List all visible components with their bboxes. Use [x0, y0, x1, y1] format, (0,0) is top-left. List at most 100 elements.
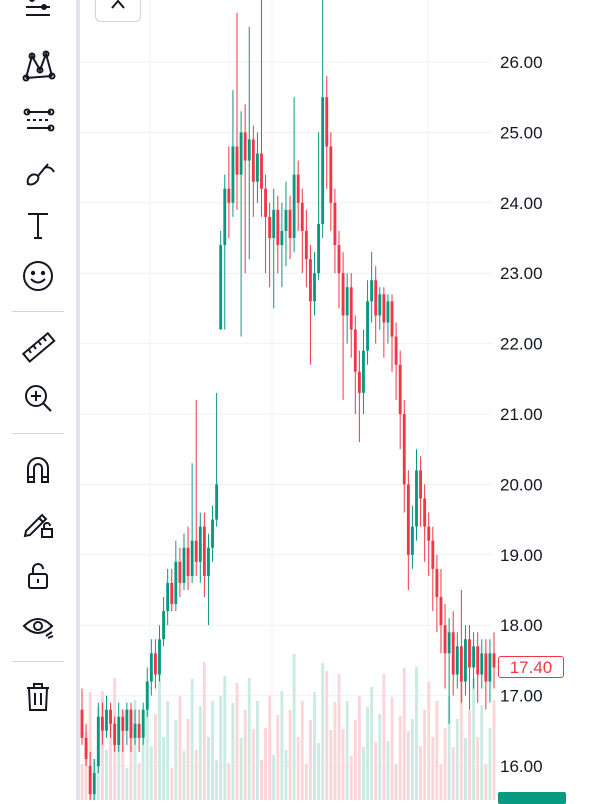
collapse-button[interactable] [95, 0, 141, 22]
candle [145, 681, 149, 710]
zoom-in-icon[interactable] [18, 378, 58, 418]
volume-bar [464, 738, 467, 800]
candle [374, 280, 378, 316]
candle [284, 209, 288, 231]
candle [321, 97, 325, 224]
candle [117, 716, 121, 745]
volume-bar [227, 763, 231, 800]
candle [476, 646, 480, 675]
volume-bar [158, 670, 161, 800]
candle [292, 174, 296, 238]
candle [288, 209, 292, 238]
candle [186, 547, 190, 576]
volume-bar [211, 701, 214, 800]
candle [468, 639, 471, 668]
volume-bar [357, 696, 361, 800]
candle [313, 273, 316, 302]
volume-bar [239, 738, 243, 800]
volume-bar [178, 696, 182, 800]
lines-tool-icon[interactable] [18, 0, 58, 31]
candle [415, 470, 418, 527]
chevron-up-icon [109, 0, 127, 15]
candle [264, 188, 267, 217]
price-axis[interactable]: 16.00 17.00 18.00 19.00 20.00 21.00 22.00 23.00… [500, 53, 543, 776]
candle [472, 646, 476, 668]
volume-bar [394, 764, 398, 800]
candle [419, 470, 423, 499]
prediction-tool-icon[interactable] [18, 100, 58, 140]
volume-bar [153, 714, 157, 800]
volume-bar [378, 714, 382, 800]
candle [194, 540, 198, 562]
text-tool-icon[interactable] [18, 206, 58, 246]
eye-icon[interactable] [18, 606, 58, 646]
candle [333, 202, 337, 246]
volume-bar [366, 707, 369, 800]
candle [353, 329, 357, 372]
price-tick-label: 24.00 [500, 194, 543, 213]
volume-bar [427, 682, 431, 800]
lock-icon[interactable] [18, 556, 58, 596]
price-tick-label: 17.00 [500, 687, 543, 706]
last-price-badge: 17.40 [498, 656, 564, 678]
volume-bar [186, 719, 190, 800]
volume-bar [272, 755, 276, 800]
brush-tool-icon[interactable] [18, 154, 58, 194]
ruler-icon[interactable] [18, 328, 58, 368]
candle [178, 561, 182, 583]
lock-drawings-icon[interactable] [18, 503, 58, 543]
volume-bar [402, 668, 406, 800]
candle [109, 709, 112, 724]
candle [113, 723, 117, 745]
magnet-icon[interactable] [18, 450, 58, 490]
candle [480, 653, 484, 675]
candle [100, 716, 104, 731]
candle [174, 561, 178, 605]
volume-bar [215, 760, 219, 800]
candle [80, 709, 84, 738]
candle [125, 709, 129, 731]
candle [296, 174, 300, 203]
volume-bar [439, 764, 443, 800]
volume-bar [264, 728, 267, 800]
volume-bar [349, 756, 353, 800]
chart-pane[interactable]: 16.00 17.00 18.00 19.00 20.00 21.00 22.00 23.00… [80, 0, 600, 800]
volume-bar [488, 728, 492, 800]
volume-bar [386, 741, 390, 800]
volume-bar [292, 654, 296, 800]
candle [431, 540, 435, 569]
toolbar-divider [12, 661, 64, 662]
volume-bar [117, 737, 121, 800]
price-tick-label: 22.00 [500, 335, 543, 354]
candle [215, 484, 219, 520]
volume-bar [166, 701, 170, 800]
volume-bar [260, 760, 263, 800]
volume-bar [468, 710, 471, 800]
candle [202, 526, 206, 576]
trash-icon[interactable] [18, 677, 58, 717]
volume-bar [431, 737, 435, 800]
price-tick-label: 19.00 [500, 546, 543, 565]
volume-bar [182, 751, 186, 800]
volume-bar [296, 737, 300, 800]
candle [447, 632, 451, 654]
volume-bar [362, 747, 365, 800]
pattern-tool-icon[interactable] [18, 46, 58, 86]
candle [219, 245, 223, 330]
volume-bar [455, 719, 459, 800]
volume-bar [170, 768, 174, 800]
volume-bar [100, 691, 104, 800]
candle [276, 209, 280, 246]
candle [488, 653, 492, 682]
emoji-tool-icon[interactable] [18, 256, 58, 296]
volume-bar [313, 692, 316, 800]
candle [439, 597, 443, 626]
candle [366, 301, 369, 351]
volume-bar [207, 737, 210, 800]
candle [251, 139, 255, 182]
volume-bar [129, 728, 133, 800]
volume-bar [243, 710, 247, 800]
volume-bar [333, 702, 337, 800]
candle [451, 632, 455, 675]
drawing-toolbar [0, 0, 76, 800]
